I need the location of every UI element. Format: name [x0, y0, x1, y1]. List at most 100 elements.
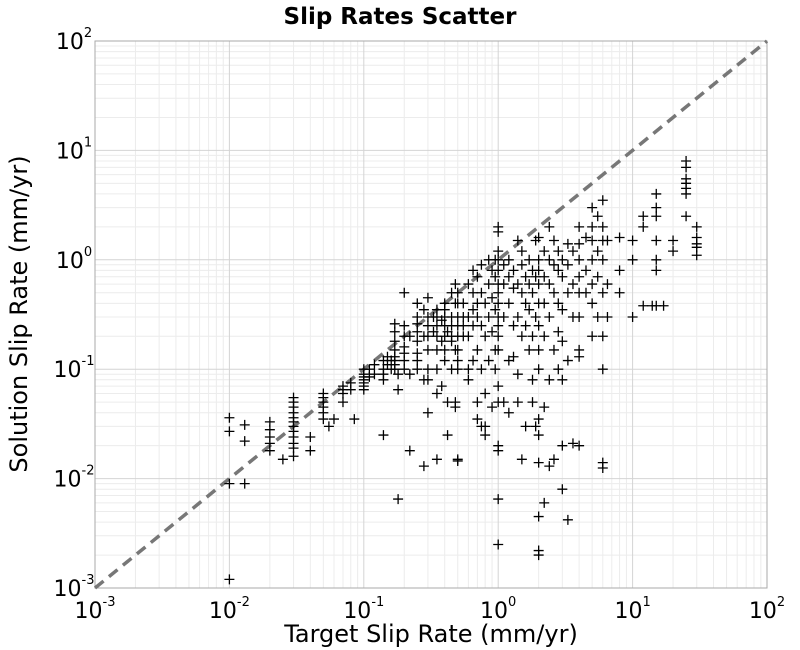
data-point — [483, 355, 494, 366]
data-point — [422, 407, 433, 418]
data-point — [592, 312, 603, 323]
data-point — [530, 312, 541, 323]
tick-base: 10 — [56, 30, 84, 55]
y-axis-label: Solution Slip Rate (mm/yr) — [5, 155, 33, 472]
data-point — [508, 265, 519, 276]
data-point — [587, 202, 598, 213]
data-point — [651, 254, 662, 265]
data-point — [516, 246, 527, 257]
data-point — [490, 271, 501, 282]
data-point — [452, 355, 463, 366]
tick-exponent: 2 — [777, 595, 785, 610]
data-point — [412, 298, 423, 309]
tick-exponent: -2 — [237, 595, 250, 610]
tick-base: 10 — [480, 599, 508, 624]
data-point — [472, 271, 483, 282]
data-point — [503, 407, 514, 418]
data-point — [567, 246, 578, 257]
data-point — [562, 259, 573, 270]
tick-exponent: -3 — [82, 573, 95, 588]
data-point — [527, 331, 538, 342]
data-point — [389, 364, 400, 375]
data-point — [587, 235, 598, 246]
data-point — [431, 364, 442, 375]
data-point — [548, 235, 559, 246]
data-point — [446, 336, 457, 347]
data-point — [436, 381, 447, 392]
data-point — [422, 364, 433, 375]
data-point — [422, 331, 433, 342]
data-point — [602, 279, 613, 290]
data-point — [463, 364, 474, 375]
data-point — [493, 331, 504, 342]
data-point — [498, 397, 509, 408]
data-point — [418, 304, 429, 315]
data-point — [493, 539, 504, 550]
data-point — [349, 414, 360, 425]
data-point — [431, 388, 442, 399]
data-point — [638, 221, 649, 232]
data-point — [490, 304, 501, 315]
data-point — [503, 271, 514, 282]
data-point — [587, 298, 598, 309]
data-point — [548, 287, 559, 298]
tick-base: 10 — [56, 139, 84, 164]
data-point — [512, 235, 523, 246]
data-point — [480, 421, 491, 432]
data-point — [520, 271, 531, 282]
data-point — [562, 355, 573, 366]
tick-exponent: 1 — [642, 595, 650, 610]
data-point — [378, 430, 389, 441]
data-point — [480, 298, 491, 309]
tick-base: 10 — [54, 358, 82, 383]
data-point — [452, 287, 463, 298]
y-tick-label: 10-1 — [54, 354, 95, 383]
data-point — [224, 426, 235, 437]
data-point — [574, 440, 585, 451]
data-point — [587, 279, 598, 290]
data-point — [468, 265, 479, 276]
tick-exponent: -3 — [103, 595, 116, 610]
data-point — [524, 254, 535, 265]
data-point — [369, 369, 380, 380]
data-point — [567, 438, 578, 449]
data-point — [587, 254, 598, 265]
data-point — [614, 287, 625, 298]
data-point — [557, 271, 568, 282]
data-point — [508, 320, 519, 331]
data-point — [483, 312, 494, 323]
data-point — [533, 265, 544, 276]
y-tick-label: 101 — [56, 135, 92, 164]
x-tick-label: 10-3 — [75, 595, 116, 624]
data-point — [512, 312, 523, 323]
data-point — [597, 364, 608, 375]
data-point — [533, 550, 544, 561]
data-point — [544, 374, 555, 385]
data-point — [493, 298, 504, 309]
data-point — [524, 344, 535, 355]
data-point — [602, 312, 613, 323]
data-point — [472, 312, 483, 323]
data-point — [487, 292, 498, 303]
data-point — [516, 287, 527, 298]
x-tick-label: 102 — [749, 595, 785, 624]
data-point — [399, 287, 410, 298]
tick-exponent: -1 — [82, 354, 95, 369]
data-point — [533, 414, 544, 425]
data-point — [553, 326, 564, 337]
data-point — [412, 336, 423, 347]
data-point — [498, 312, 509, 323]
data-point — [691, 250, 702, 261]
data-point — [378, 374, 389, 385]
data-point — [472, 414, 483, 425]
data-point — [520, 320, 531, 331]
data-point — [516, 454, 527, 465]
data-point — [597, 254, 608, 265]
data-point — [452, 455, 463, 466]
data-point — [574, 351, 585, 362]
data-point — [345, 384, 356, 395]
data-point — [533, 320, 544, 331]
data-point — [404, 369, 415, 380]
tick-base: 10 — [749, 599, 777, 624]
data-point — [393, 369, 404, 380]
